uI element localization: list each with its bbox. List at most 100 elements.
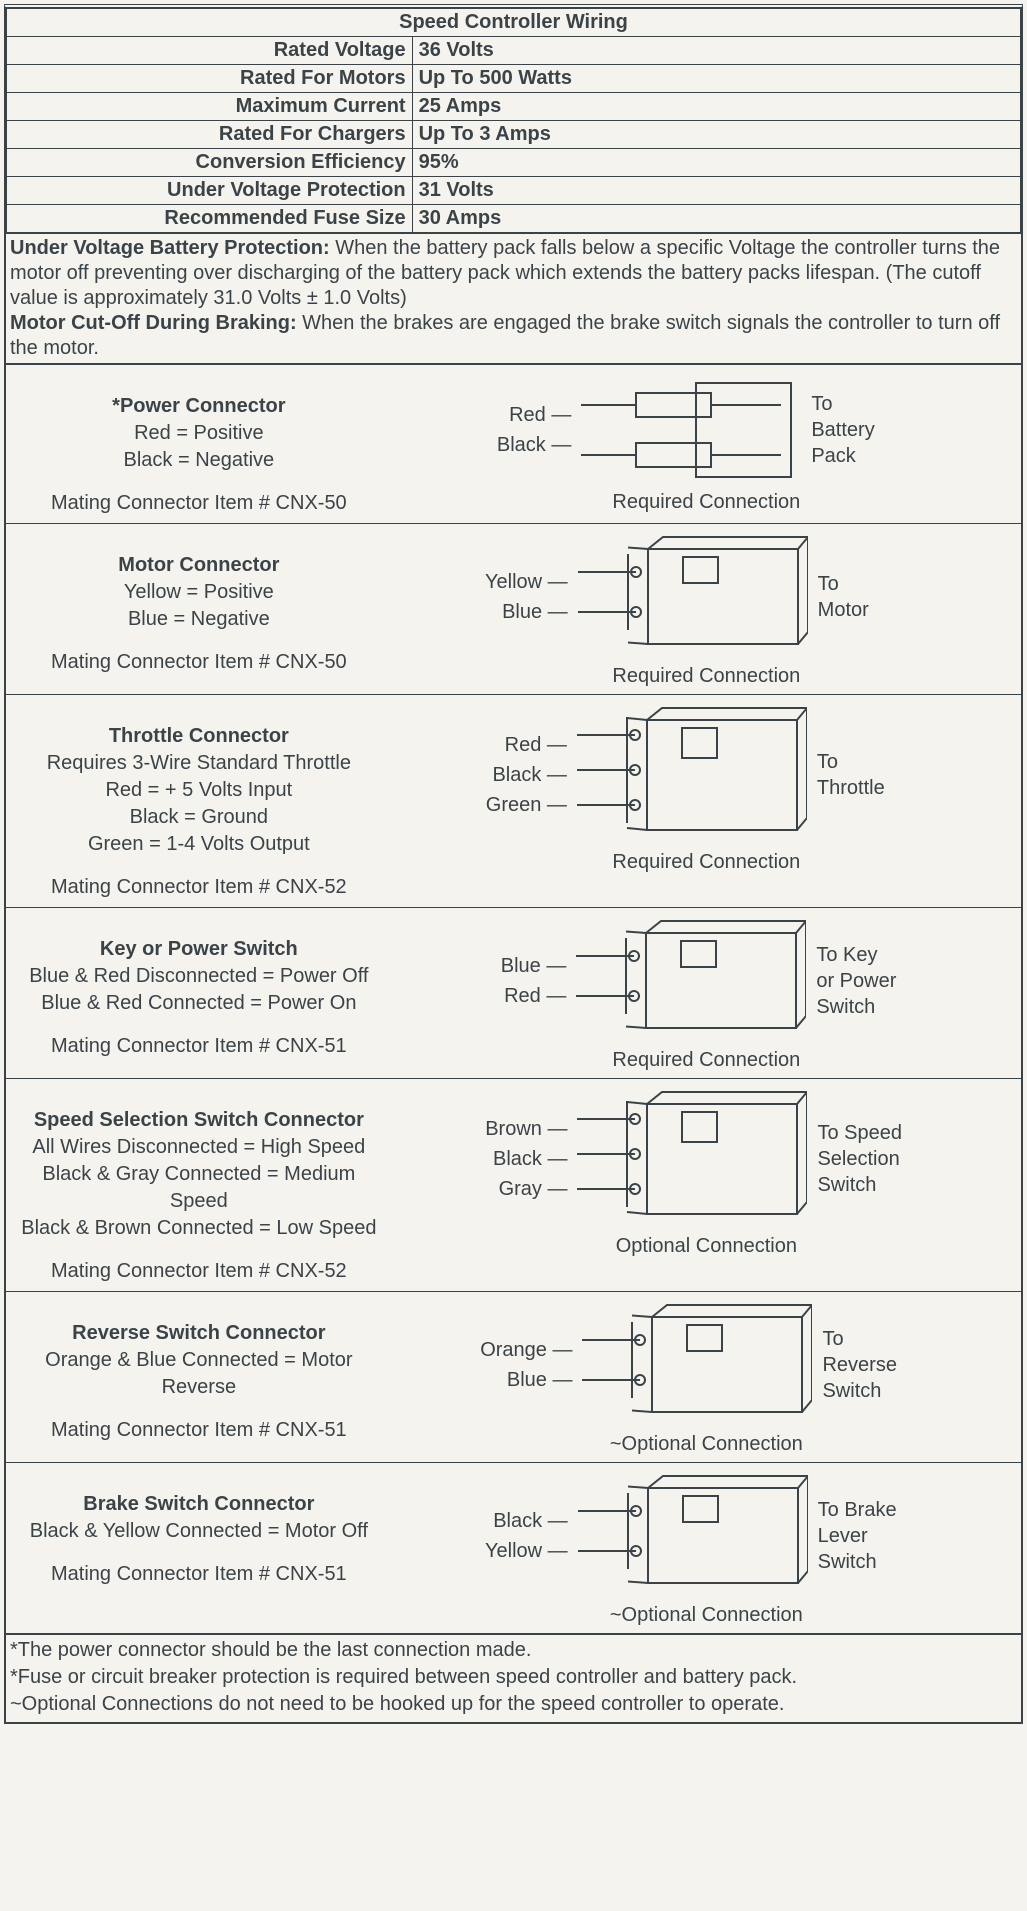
connector-line: Black & Gray Connected = Medium Speed	[12, 1161, 386, 1215]
dest-line: Switch	[817, 1172, 927, 1198]
dest-line: To Key	[816, 942, 926, 968]
connector-desc: Brake Switch ConnectorBlack & Yellow Con…	[6, 1463, 392, 1634]
footnote-line: ~Optional Connections do not need to be …	[10, 1691, 1017, 1718]
mco-label: Motor Cut-Off During Braking:	[10, 312, 297, 334]
footnotes: *The power connector should be the last …	[6, 1633, 1021, 1722]
connector-diagram: Orange —Blue —ToReverseSwitch~Optional C…	[392, 1292, 1021, 1463]
connector-line: Blue = Negative	[12, 606, 386, 633]
wire-label: Brown —	[485, 1114, 567, 1144]
connector-diagram: Yellow —Blue —ToMotorRequired Connection	[392, 524, 1021, 695]
dest-line: Battery	[811, 417, 921, 443]
mating-connector: Mating Connector Item # CNX-51	[12, 1561, 386, 1588]
connector-line: Red = Positive	[12, 420, 386, 447]
spec-key: Maximum Current	[7, 93, 413, 121]
spec-sheet: Speed Controller Wiring Rated Voltage36 …	[4, 4, 1023, 1724]
mating-connector: Mating Connector Item # CNX-52	[12, 874, 386, 901]
connection-caption: ~Optional Connection	[398, 1433, 1015, 1456]
connector-desc: Motor ConnectorYellow = PositiveBlue = N…	[6, 524, 392, 695]
dest-line: or Power	[816, 968, 926, 994]
mating-connector: Mating Connector Item # CNX-52	[12, 1258, 386, 1285]
connector-header: *Power Connector	[12, 393, 386, 420]
connector-line: Blue & Red Disconnected = Power Off	[12, 963, 386, 990]
connectors-table: *Power ConnectorRed = PositiveBlack = Ne…	[6, 365, 1021, 1633]
spec-key: Rated For Motors	[7, 65, 413, 93]
dest-line: To Speed	[817, 1120, 927, 1146]
dest-line: To	[822, 1326, 932, 1352]
connection-caption: Required Connection	[398, 851, 1015, 874]
uvp-label: Under Voltage Battery Protection:	[10, 237, 330, 259]
connector-header: Reverse Switch Connector	[12, 1320, 386, 1347]
spec-value: 36 Volts	[412, 37, 1020, 65]
wire-label: Gray —	[485, 1174, 567, 1204]
dest-line: Switch	[816, 994, 926, 1020]
connector-diagram: Blue —Red —To Keyor PowerSwitchRequired …	[392, 908, 1021, 1079]
connection-caption: Required Connection	[398, 665, 1015, 688]
connector-diagram: Brown —Black —Gray — To SpeedSelectionSwi…	[392, 1079, 1021, 1292]
connector-desc: Key or Power SwitchBlue & Red Disconnect…	[6, 908, 392, 1079]
connection-caption: Optional Connection	[398, 1235, 1015, 1258]
connector-diagram: Red —Black —Green — ToThrottle Required Co…	[392, 695, 1021, 908]
connector-line: Black = Negative	[12, 447, 386, 474]
dest-line: Selection	[817, 1146, 927, 1172]
spec-key: Rated For Chargers	[7, 121, 413, 149]
power-connector-icon	[581, 375, 801, 485]
connector-line: Black & Brown Connected = Low Speed	[12, 1215, 386, 1242]
wire-label: Green —	[486, 790, 567, 820]
plug-connector-icon	[576, 918, 806, 1043]
wire-label: Black —	[485, 1506, 568, 1536]
wire-label: Orange —	[480, 1335, 572, 1365]
wire-label: Black —	[491, 430, 571, 460]
dest-line: Reverse	[822, 1352, 932, 1378]
wire-label: Black —	[486, 760, 567, 790]
connector-header: Speed Selection Switch Connector	[12, 1107, 386, 1134]
plug-connector-icon	[582, 1302, 812, 1427]
mating-connector: Mating Connector Item # CNX-50	[12, 649, 386, 676]
connector-line: Blue & Red Connected = Power On	[12, 990, 386, 1017]
dest-line: To	[817, 749, 927, 775]
wire-label: Yellow —	[485, 1536, 568, 1566]
connector-desc: *Power ConnectorRed = PositiveBlack = Ne…	[6, 365, 392, 524]
wire-label: Blue —	[485, 597, 568, 627]
wire-label: Red —	[491, 400, 571, 430]
spec-key: Under Voltage Protection	[7, 177, 413, 205]
wire-label: Blue —	[480, 1365, 572, 1395]
spec-value: 31 Volts	[412, 177, 1020, 205]
connector-line: Yellow = Positive	[12, 579, 386, 606]
connector-header: Throttle Connector	[12, 723, 386, 750]
dest-line: Throttle	[817, 775, 927, 801]
plug-connector-icon	[577, 1089, 807, 1229]
dest-line: Switch	[818, 1549, 928, 1575]
spec-key: Conversion Efficiency	[7, 149, 413, 177]
wire-label: Black —	[485, 1144, 567, 1174]
connector-header: Motor Connector	[12, 552, 386, 579]
connector-diagram: Black —Yellow —To BrakeLeverSwitch~Optio…	[392, 1463, 1021, 1634]
connector-line: Red = + 5 Volts Input	[12, 777, 386, 804]
spec-table: Speed Controller Wiring Rated Voltage36 …	[6, 8, 1021, 233]
connector-header: Brake Switch Connector	[12, 1491, 386, 1518]
connector-diagram: Red —Black —ToBatteryPackRequired Connec…	[392, 365, 1021, 524]
dest-line: To	[811, 391, 921, 417]
connection-caption: Required Connection	[398, 1049, 1015, 1072]
connector-line: All Wires Disconnected = High Speed	[12, 1134, 386, 1161]
connector-header: Key or Power Switch	[12, 936, 386, 963]
plug-connector-icon	[578, 534, 808, 659]
protection-notes: Under Voltage Battery Protection: When t…	[6, 233, 1021, 365]
spec-key: Rated Voltage	[7, 37, 413, 65]
dest-line: Pack	[811, 443, 921, 469]
spec-value: 25 Amps	[412, 93, 1020, 121]
mating-connector: Mating Connector Item # CNX-50	[12, 490, 386, 517]
mating-connector: Mating Connector Item # CNX-51	[12, 1033, 386, 1060]
footnote-line: *Fuse or circuit breaker protection is r…	[10, 1664, 1017, 1691]
wire-label: Red —	[486, 730, 567, 760]
spec-value: Up To 3 Amps	[412, 121, 1020, 149]
connector-line: Black & Yellow Connected = Motor Off	[12, 1518, 386, 1545]
connector-line: Orange & Blue Connected = Motor Reverse	[12, 1347, 386, 1401]
plug-connector-icon	[577, 705, 807, 845]
connection-caption: ~Optional Connection	[398, 1604, 1015, 1627]
connector-line: Green = 1-4 Volts Output	[12, 831, 386, 858]
mating-connector: Mating Connector Item # CNX-51	[12, 1417, 386, 1444]
spec-value: 95%	[412, 149, 1020, 177]
dest-line: Lever	[818, 1523, 928, 1549]
connector-line: Black = Ground	[12, 804, 386, 831]
dest-line: Motor	[818, 597, 928, 623]
